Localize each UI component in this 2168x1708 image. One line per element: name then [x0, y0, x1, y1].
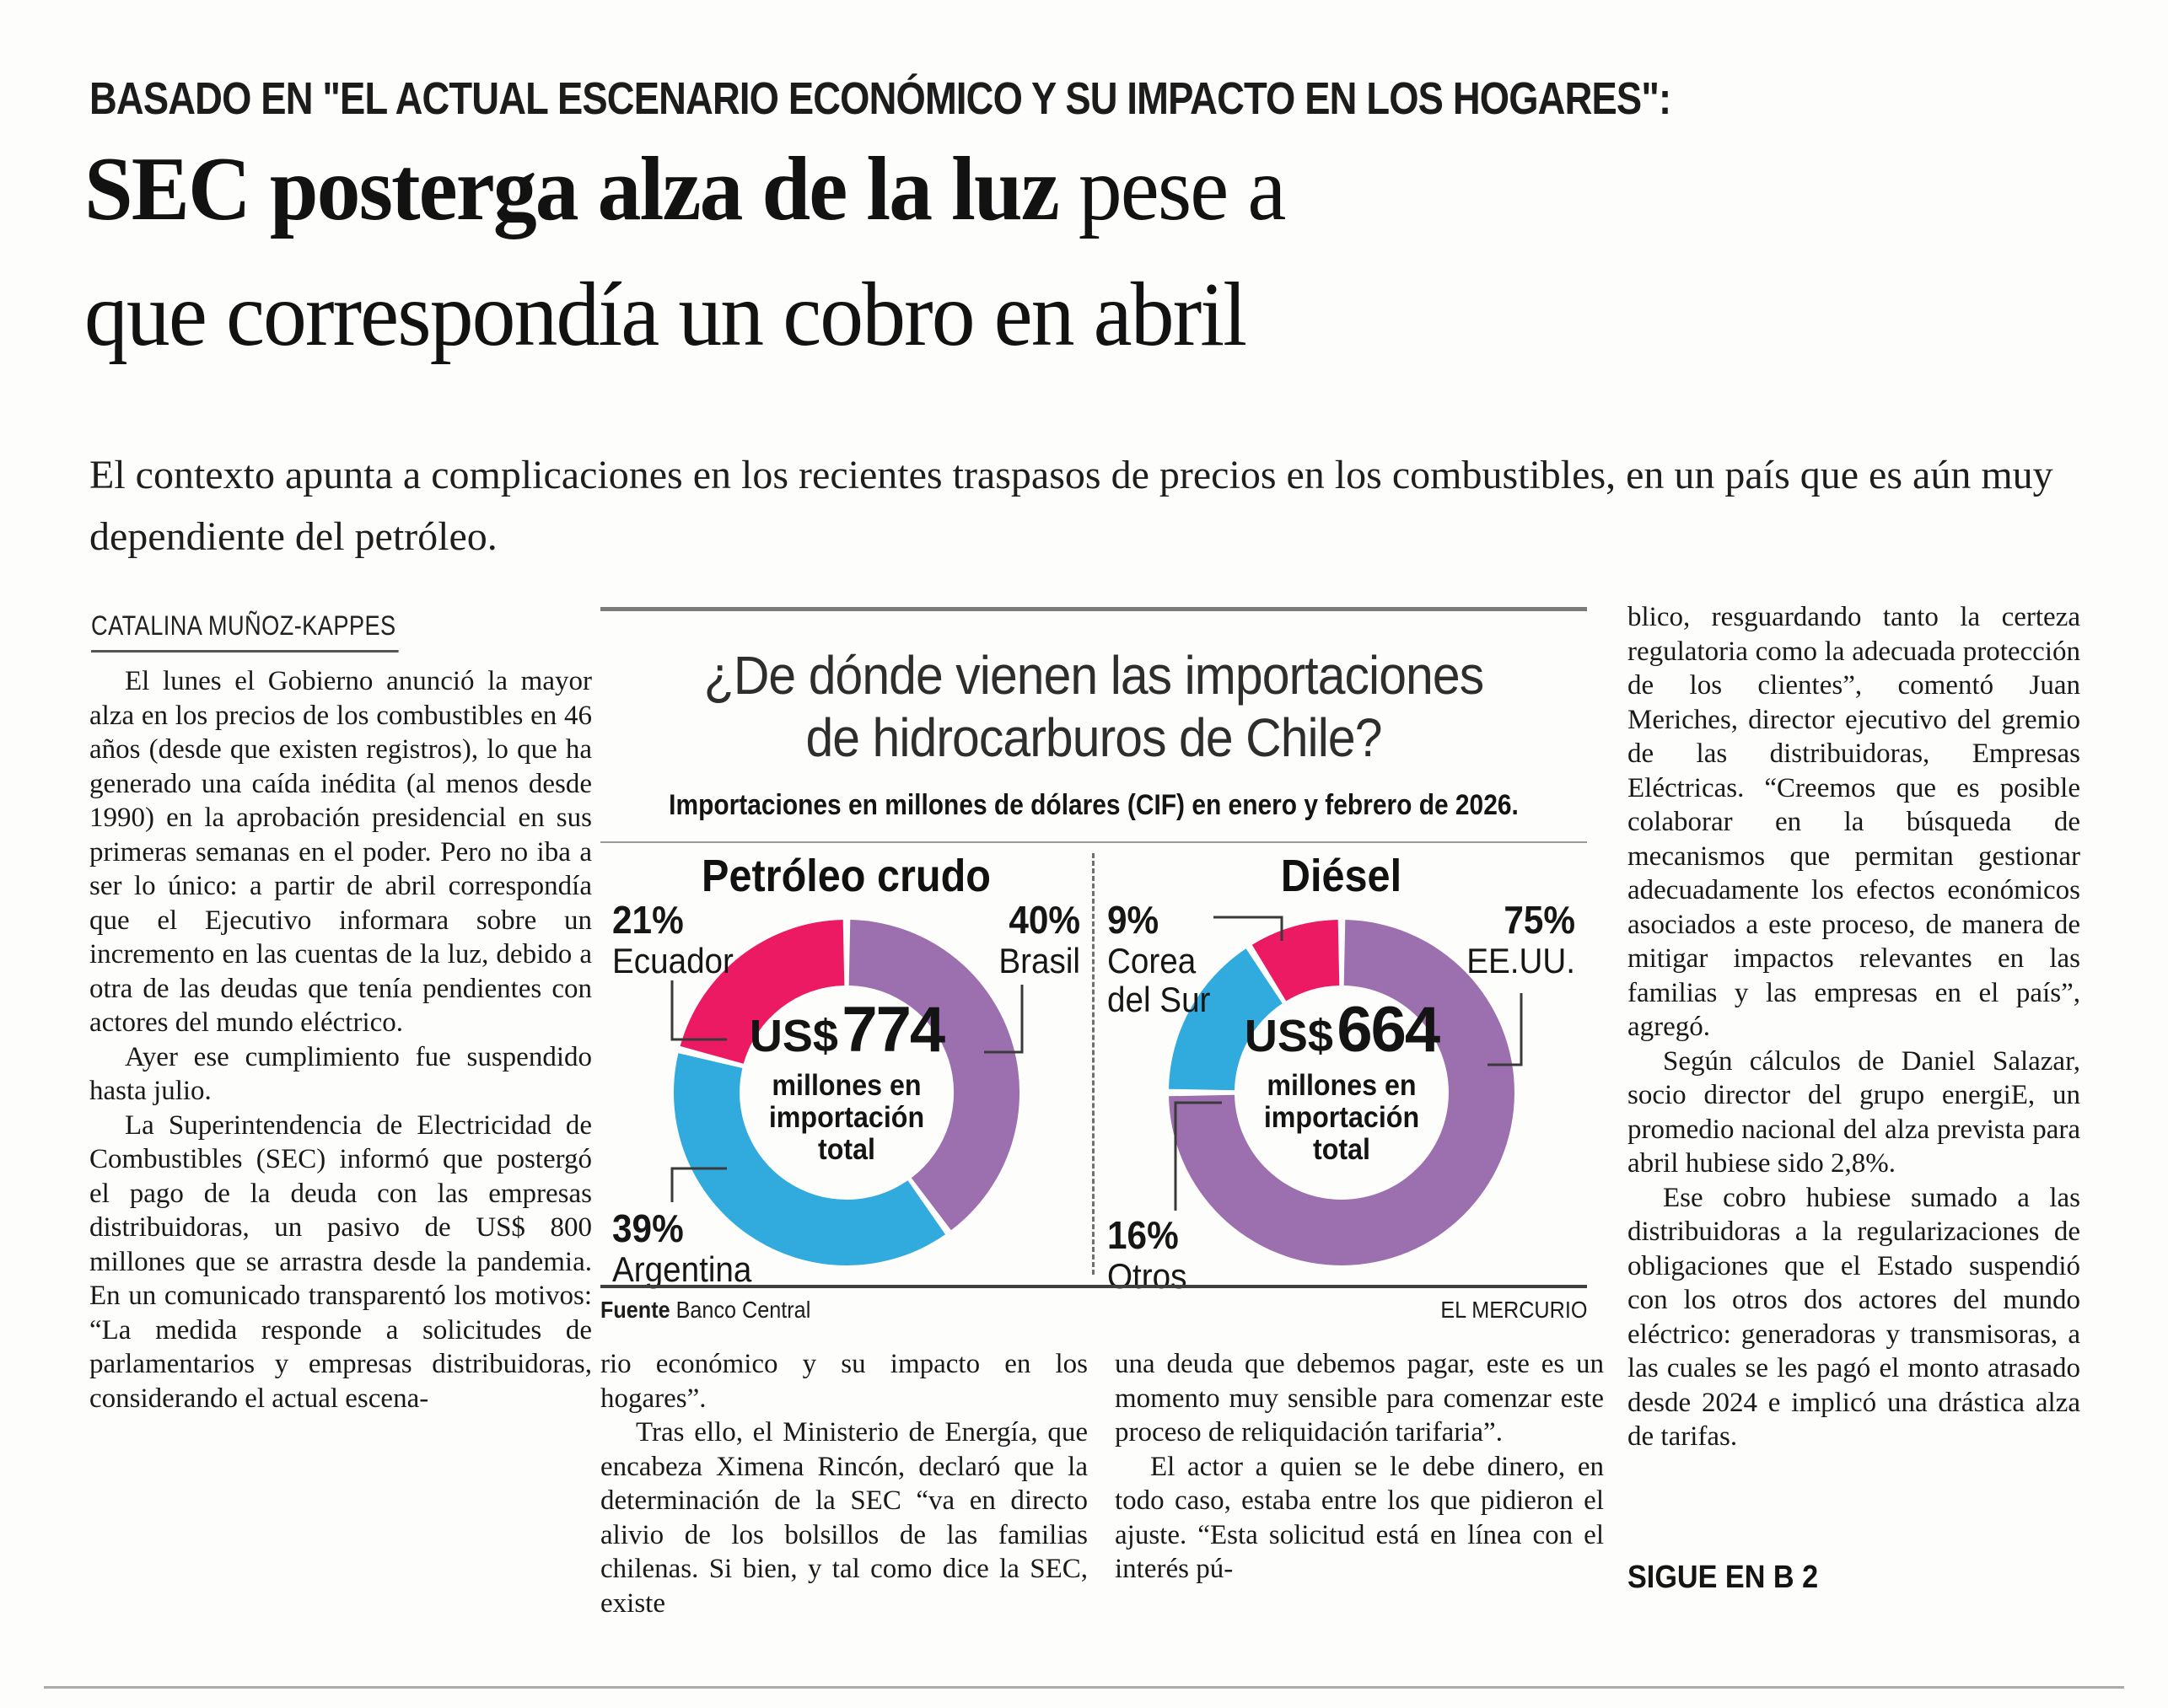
infographic-subtitle: Importaciones en millones de dólares (CI… [669, 789, 1519, 821]
infographic-top-rule [600, 607, 1587, 611]
slice-label-brasil: 40% Brasil [998, 898, 1080, 980]
total-caption: millones en importación total [768, 1069, 925, 1166]
kicker: BASADO EN "EL ACTUAL ESCENARIO ECONÓMICO… [89, 73, 1671, 124]
paragraph: Ese cobro hubiese sumado a las distribui… [1627, 1182, 2080, 1453]
body-column-2: rio económico y su impacto en los hogare… [600, 1347, 1088, 1620]
credit: EL MERCURIO [1439, 1297, 1587, 1323]
donut-chart-diesel: Diésel US$ 664 millones en importación t… [1095, 850, 1587, 1295]
byline: CATALINA MUÑOZ-KAPPES [91, 610, 399, 653]
slice-label-eeuu: 75% EE.UU. [1466, 898, 1575, 980]
paragraph: Tras ello, el Ministerio de Energía, que… [600, 1417, 1088, 1619]
leader-line [670, 980, 727, 1041]
infographic-title-line-1: ¿De dónde vienen las importaciones [703, 645, 1484, 706]
slice-label-corea-del-sur: 9% Corea del Sur [1107, 898, 1211, 1019]
source-value: Banco Central [675, 1297, 811, 1323]
leader-line [1174, 1101, 1222, 1211]
donut-chart-svg [1169, 916, 1523, 1265]
infographic-subtitle-rule [600, 841, 1587, 843]
slice-label-otros: 16% Otros [1107, 1213, 1187, 1296]
chart-divider [1092, 853, 1095, 1275]
slice-label-ecuador: 21% Ecuador [612, 898, 734, 980]
headline: SEC posterga alza de la luz pese a que c… [84, 126, 2027, 378]
total-value: 664 [1337, 994, 1440, 1066]
donut-slice-ee-uu- [1169, 920, 1514, 1265]
donut-center-label: US$ 664 millones en importación total [1236, 993, 1447, 1165]
paragraph: El actor a quien se le debe dinero, en t… [1115, 1451, 1604, 1585]
paragraph: El lunes el Gobierno anunció la mayor al… [89, 666, 592, 1038]
deck: El contexto apunta a complicaciones en l… [89, 453, 2053, 559]
donut-slice-argentina [673, 1053, 945, 1265]
donut-slice-corea-del-sur [1251, 920, 1340, 1002]
paragraph: una deuda que debemos pagar, este es un … [1115, 1349, 1604, 1448]
body-column-4: blico, resguardando tanto la certeza reg… [1627, 600, 2080, 1454]
charts-row: Petróleo crudo US$ 774 millones en impor… [600, 850, 1587, 1295]
leader-line [1487, 993, 1523, 1066]
infographic-title-line-2: de hidrocarburos de Chile? [805, 707, 1382, 769]
currency-label: US$ [1244, 1011, 1333, 1061]
body-column-1: El lunes el Gobierno anunció la mayor al… [89, 664, 592, 1415]
infographic-title: ¿De dónde vienen las importaciones de hi… [640, 644, 1547, 769]
leader-line [670, 1167, 727, 1202]
donut-chart-svg [670, 920, 1024, 1265]
infographic-bottom-rule [600, 1285, 1587, 1288]
donut-chart-crude-oil: Petróleo crudo US$ 774 millones en impor… [600, 850, 1092, 1288]
donut-slice-brasil [848, 920, 1020, 1231]
chart-title: Petróleo crudo [702, 851, 991, 901]
total-value: 774 [842, 994, 945, 1066]
paragraph: rio económico y su impacto en los hogare… [600, 1349, 1088, 1414]
currency-label: US$ [749, 1011, 838, 1061]
source-label: Fuente [600, 1297, 670, 1323]
leader-line [984, 985, 1024, 1054]
headline-line-2: que correspondía un cobro en abril [84, 265, 1247, 366]
source: Fuente Banco Central [600, 1297, 810, 1324]
continuation-notice: SIGUE EN B 2 [1627, 1560, 1819, 1595]
paragraph: La Superintendencia de Electricidad de C… [89, 1109, 592, 1414]
paragraph: blico, resguardando tanto la certeza reg… [1627, 602, 2080, 1042]
headline-line-1: SEC posterga alza de la luz pese a [84, 126, 2027, 252]
infographic: ¿De dónde vienen las importaciones de hi… [600, 607, 1587, 1340]
leader-line [1213, 916, 1283, 941]
body-column-3: una deuda que debemos pagar, este es un … [1115, 1347, 1604, 1587]
headline-regular-part: pese a [1078, 139, 1287, 239]
donut-slice-ecuador [680, 920, 845, 1064]
slice-label-argentina: 39% Argentina [612, 1206, 752, 1289]
paragraph: Ayer ese cumplimiento fue suspendido has… [89, 1041, 592, 1107]
page-bottom-rule [44, 1686, 2124, 1689]
paragraph: Según cálculos de Daniel Salazar, socio … [1627, 1045, 2080, 1179]
donut-slice-otros [1169, 948, 1283, 1091]
chart-title: Diésel [1280, 851, 1402, 901]
donut-center-label: US$ 774 millones en importación total [741, 993, 952, 1165]
headline-bold-part: SEC posterga alza de la luz [84, 139, 1060, 239]
total-caption: millones en importación total [1263, 1069, 1420, 1166]
